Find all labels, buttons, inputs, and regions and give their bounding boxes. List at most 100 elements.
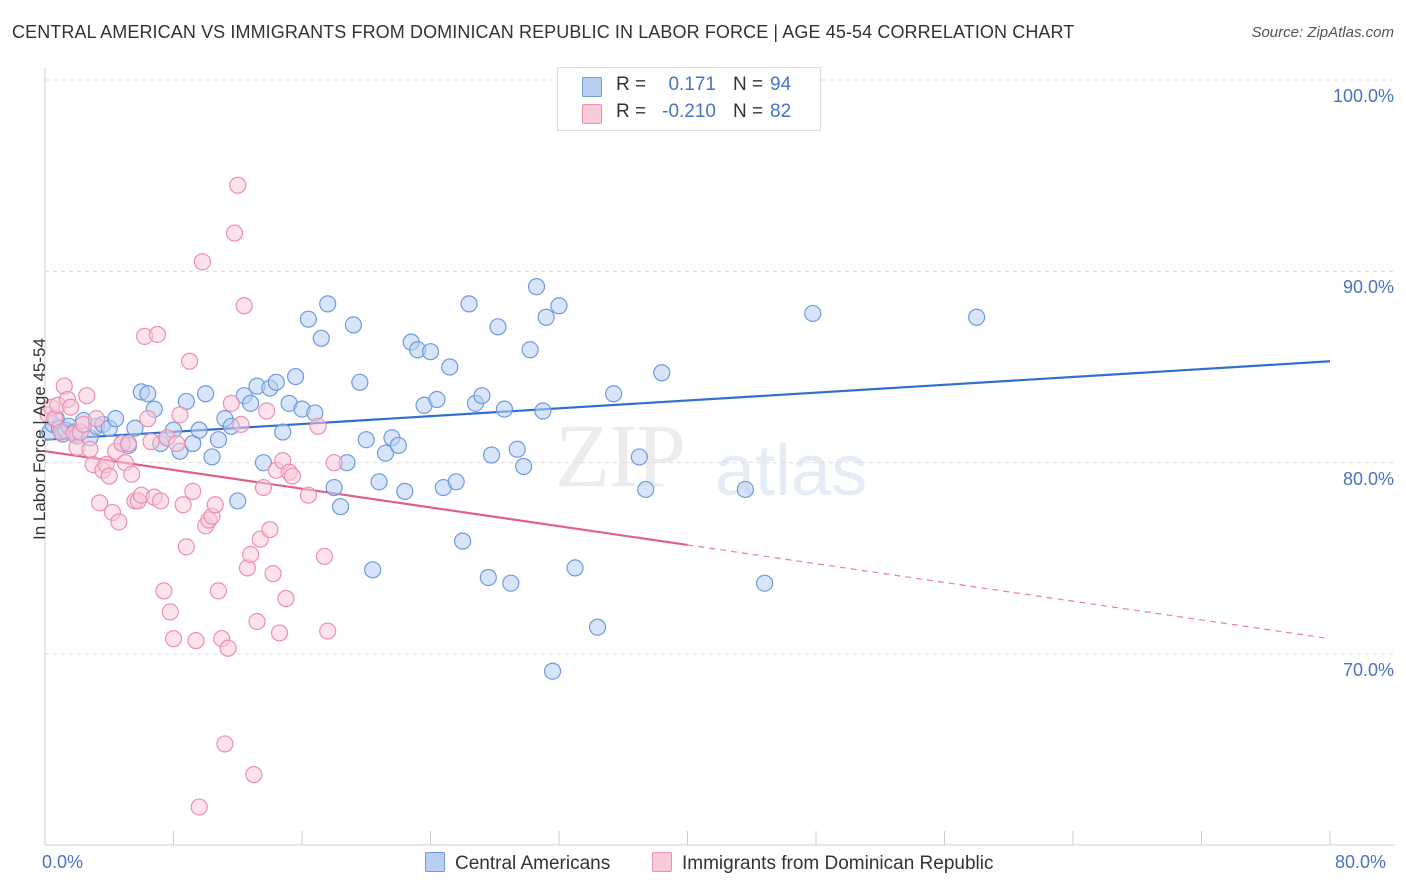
point-dominican (235, 297, 253, 315)
legend-row-central-americans: R = 0.171 N = 94 (558, 73, 820, 101)
point-central-american (370, 473, 388, 491)
point-central-american (209, 431, 228, 449)
axes (44, 68, 1395, 846)
point-dominican (225, 224, 244, 242)
point-dominican (168, 434, 186, 453)
legend-n-value: 82 (770, 101, 792, 122)
point-central-american (447, 473, 465, 491)
point-central-american (605, 385, 623, 403)
point-central-american (527, 278, 546, 296)
point-dominican (254, 478, 273, 497)
point-central-american (804, 304, 822, 323)
point-dominican (277, 589, 295, 608)
legend-r-value: -0.210 (662, 101, 716, 122)
y-tick-label: 90.0% (1342, 277, 1394, 298)
point-dominican (148, 325, 167, 344)
point-central-american (242, 394, 260, 412)
bottom-legend-dominican: Immigrants from Dominican Republic (652, 852, 994, 875)
correlation-legend: R = 0.171 N = 94 R = -0.210 N = 82 (557, 67, 821, 131)
point-central-american (254, 454, 273, 472)
point-dominican (184, 482, 202, 500)
point-central-american (460, 295, 478, 313)
legend-r-label: R = (616, 74, 647, 95)
point-central-american (630, 448, 648, 466)
y-tick-label: 80.0% (1342, 468, 1394, 489)
point-dominican (91, 494, 109, 512)
point-central-american (312, 329, 330, 347)
point-central-american (508, 440, 526, 458)
point-central-american (454, 532, 472, 550)
point-dominican (270, 624, 289, 642)
point-dominican (283, 467, 301, 485)
point-central-american (376, 444, 395, 462)
point-central-american (428, 390, 446, 409)
point-central-american (534, 402, 552, 420)
point-central-american (299, 310, 318, 328)
point-dominican (261, 521, 279, 539)
point-central-american (396, 482, 414, 500)
point-dominican (193, 253, 212, 271)
trend-line-central-americans (44, 360, 1331, 441)
point-central-american (267, 373, 285, 391)
point-central-american (479, 568, 497, 587)
point-dominican (119, 434, 138, 453)
bottom-legend-central-americans: Central Americans (425, 852, 610, 875)
point-dominican (206, 496, 224, 514)
point-central-american (550, 297, 568, 315)
point-dominican (325, 454, 343, 472)
point-central-american (537, 308, 555, 326)
source-label: Source: ZipAtlas.com (1251, 24, 1394, 41)
point-dominican (177, 538, 195, 556)
point-central-american (344, 316, 362, 334)
bottom-legend-label: Central Americans (455, 853, 611, 874)
point-central-american (325, 478, 343, 497)
point-central-american (515, 457, 533, 476)
point-central-american (126, 419, 144, 437)
chart-title: CENTRAL AMERICAN VS IMMIGRANTS FROM DOMI… (12, 22, 1075, 42)
point-dominican (100, 467, 118, 485)
point-dominican (242, 545, 260, 564)
bottom-legend-swatch-blue (425, 852, 445, 872)
bottom-legend-label: Immigrants from Dominican Republic (682, 853, 994, 874)
point-central-american (364, 561, 382, 579)
point-central-american (351, 373, 369, 391)
point-dominican (78, 387, 96, 405)
point-dominican (110, 513, 128, 531)
point-dominican (190, 798, 208, 816)
point-central-american (229, 492, 247, 510)
point-central-american (274, 423, 292, 441)
x-tick-label-min: 0.0% (42, 852, 84, 872)
point-dominican (219, 639, 237, 657)
point-central-american (755, 574, 774, 592)
legend-row-dominican: R = -0.210 N = 82 (558, 100, 820, 128)
point-dominican (174, 496, 192, 514)
point-central-american (139, 385, 157, 403)
point-dominican (62, 398, 80, 416)
point-central-american (489, 318, 507, 336)
legend-swatch-blue (582, 77, 602, 97)
point-dominican (264, 565, 282, 583)
y-tick-label: 100.0% (1332, 86, 1394, 106)
legend-r-label: R = (616, 101, 647, 122)
point-central-american (736, 480, 754, 499)
point-central-american (543, 662, 562, 680)
point-central-american (521, 341, 539, 359)
legend-swatch-pink (582, 104, 602, 124)
point-dominican (258, 402, 276, 420)
y-tick-label: 70.0% (1342, 660, 1394, 680)
point-central-american (357, 431, 375, 449)
point-central-american (495, 400, 513, 418)
point-dominican (187, 632, 205, 650)
point-dominican (87, 410, 106, 428)
legend-n-label: N = (733, 101, 764, 122)
trend-lines (44, 360, 1331, 640)
point-dominican (139, 410, 157, 428)
point-dominican (319, 622, 337, 640)
point-central-american (482, 446, 501, 464)
point-dominican (222, 394, 240, 412)
point-central-american (107, 410, 125, 428)
trend-line-dominican (44, 450, 688, 547)
legend-n-label: N = (733, 74, 764, 95)
point-central-american (502, 574, 520, 592)
